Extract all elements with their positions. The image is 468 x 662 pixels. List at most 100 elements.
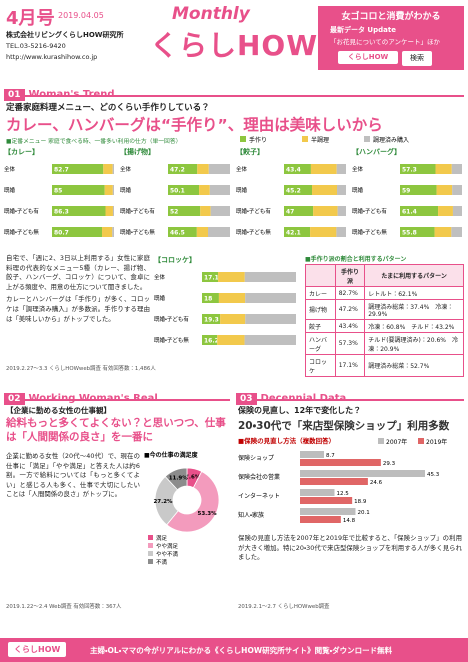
data-label: 12.5 bbox=[337, 491, 350, 497]
bar-segment bbox=[168, 206, 201, 216]
data-label: 80.7 bbox=[54, 230, 69, 237]
section-label: Working Woman's Real bbox=[28, 393, 158, 404]
table-row: カレー 82.7% レトルト：62.1% bbox=[305, 286, 464, 300]
table-cell: カレー bbox=[305, 286, 336, 300]
bar-segment bbox=[284, 185, 313, 195]
data-label: 8.7 bbox=[326, 453, 335, 459]
table-cell: コロッケ bbox=[305, 354, 336, 377]
table-cell: チルド(要調理済み)：20.6% 冷凍：20.9% bbox=[364, 332, 464, 355]
date: 2019.04.05 bbox=[58, 11, 104, 20]
chart-title: 【ハンバーグ】 bbox=[352, 147, 401, 156]
section-header: 01 Woman's Trend bbox=[4, 82, 464, 101]
data-label: 11.9% bbox=[169, 476, 189, 482]
category-label: 既婚・子ども有 bbox=[236, 207, 271, 215]
legend-swatch bbox=[240, 136, 246, 142]
logo-small: Monthly bbox=[172, 4, 250, 24]
bar-segment bbox=[168, 227, 197, 237]
data-label: 45.2 bbox=[286, 188, 301, 195]
search-button[interactable]: 検索 bbox=[402, 51, 432, 66]
table-header: 手作り派 bbox=[334, 264, 366, 287]
bar bbox=[300, 516, 341, 523]
legend-label: 半調理 bbox=[311, 136, 329, 144]
bar-segment bbox=[52, 164, 104, 174]
data-label: 27.2% bbox=[153, 499, 173, 505]
category-label: 全体 bbox=[352, 165, 364, 173]
bar-segment bbox=[208, 164, 230, 174]
table-cell: 57.3% bbox=[334, 332, 366, 355]
bar-segment bbox=[52, 185, 105, 195]
bar-segment bbox=[435, 164, 452, 174]
table-row: 揚げ物 47.2% 調理済み総菜：37.4% 冷凍：29.9% bbox=[305, 299, 464, 320]
section-number: 01 bbox=[4, 89, 25, 101]
category-label: 保険ショップ bbox=[238, 454, 274, 462]
chart-title: 【揚げ物】 bbox=[120, 147, 155, 156]
footnote: 2019.2.1〜2.7 くらしHOWweb調査 bbox=[238, 604, 330, 610]
bar-segment bbox=[400, 227, 435, 237]
pie-slice bbox=[166, 471, 220, 533]
legend-swatch bbox=[302, 136, 308, 142]
legend-swatch bbox=[148, 551, 153, 556]
tel: TEL.03-5216-9420 bbox=[6, 42, 66, 50]
legend-swatch bbox=[378, 438, 384, 444]
bar-segment bbox=[103, 164, 113, 174]
legend-label: 手作り bbox=[249, 136, 267, 144]
legend-label: 不満 bbox=[156, 559, 168, 566]
chart: 【カレー】全体 82.7 既婚 85 既婚・子ども有 86.3 既婚・子ども無 80.7 bbox=[4, 148, 114, 237]
bar-segment bbox=[336, 227, 346, 237]
category-label: 既婚・子ども無 bbox=[236, 228, 271, 236]
headline: カレー、ハンバーグは“手作り”、理由は美味しいから bbox=[6, 116, 383, 134]
bar-segment bbox=[197, 164, 209, 174]
footnote: 2019.2.27〜3.3 くらしHOWweb調査 有効回答数：1,486人 bbox=[6, 366, 156, 372]
table-row: コロッケ 17.1% 調理済み総菜：52.7% bbox=[305, 354, 464, 377]
bar-segment bbox=[168, 164, 198, 174]
bar-segment bbox=[451, 227, 462, 237]
bar-segment bbox=[209, 185, 230, 195]
bar-segment bbox=[284, 227, 311, 237]
url: http://www.kurashihow.co.jp bbox=[6, 53, 98, 61]
data-label: 82.7 bbox=[54, 167, 69, 174]
footer-text: 主婦・OL・ママの今がリアルにわかる《くらしHOW研究所サイト》閲覧・ダウンロー… bbox=[90, 646, 393, 655]
footer-logo[interactable]: くらしHOW bbox=[8, 642, 67, 657]
table-cell: 調理済み総菜：52.7% bbox=[364, 354, 464, 377]
category-label: 既婚・子ども無 bbox=[154, 336, 189, 344]
bar bbox=[300, 508, 356, 515]
data-label: 7.6% bbox=[185, 475, 201, 481]
pie-slice bbox=[164, 467, 188, 491]
table-cell: ハンバーグ bbox=[305, 332, 336, 355]
search-field[interactable]: くらしHOW bbox=[338, 51, 398, 64]
data-label: 52 bbox=[170, 209, 178, 216]
bar-segment bbox=[451, 164, 462, 174]
chart-note: ■定番メニュー 家庭で食べる時、一番多い利用の仕方（単一回答） bbox=[6, 139, 182, 145]
section-number: 02 bbox=[4, 393, 25, 405]
table-title: ■手作り派の割合と利用するパターン bbox=[305, 256, 407, 263]
legend-swatch bbox=[148, 535, 153, 540]
chart: 【揚げ物】全体 47.2 既婚 50.1 既婚・子ども有 52 既婚・子ども無 46.5 bbox=[120, 147, 230, 237]
category-label: 既婚・子ども有 bbox=[4, 207, 39, 215]
bar-segment bbox=[218, 293, 246, 303]
data-label: 46.5 bbox=[170, 230, 185, 237]
table-row: ハンバーグ 57.3% チルド(要調理済み)：20.6% 冷凍：20.9% bbox=[305, 332, 464, 355]
bar bbox=[300, 497, 353, 504]
table-cell: 43.4% bbox=[334, 319, 366, 333]
body-text: 保険の見直し方法を2007年と2019年で比較すると、「保険ショップ」の利用が大… bbox=[238, 534, 462, 562]
category-label: 既婚・子ども有 bbox=[120, 207, 155, 215]
table-cell: 17.1% bbox=[334, 354, 366, 377]
chart-title: 【カレー】 bbox=[4, 148, 39, 156]
subtitle: 【企業に勤める女性の仕事観】 bbox=[6, 406, 111, 415]
bar-segment bbox=[52, 227, 103, 237]
legend-label: 2019年 bbox=[426, 438, 447, 446]
bar-segment bbox=[400, 185, 437, 195]
bar-segment bbox=[434, 227, 452, 237]
table-cell: 冷凍：60.8% チルド：43.2% bbox=[364, 319, 464, 333]
tagline: 女ゴコロと消費がわかる bbox=[341, 12, 441, 22]
bar-segment bbox=[168, 185, 200, 195]
bar-segment bbox=[102, 227, 113, 237]
category-label: 既婚 bbox=[236, 186, 248, 194]
bar-segment bbox=[244, 272, 296, 282]
chart-title: 【餃子】 bbox=[236, 147, 264, 156]
bar-segment bbox=[104, 185, 113, 195]
paragraph: カレーとハンバーグは「手作り」が多く、コロッケは「調理済み購入」が多数派。手作り… bbox=[6, 295, 150, 323]
bar-segment bbox=[218, 272, 245, 282]
legend-label: やや満足 bbox=[156, 542, 179, 550]
bar-segment bbox=[207, 227, 230, 237]
